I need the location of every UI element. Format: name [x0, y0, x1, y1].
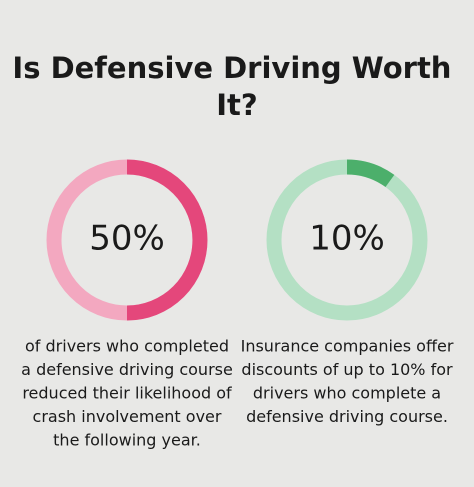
caption-line: reduced their likelihood of — [22, 384, 232, 403]
title-line: Is Defensive Driving Worth — [12, 51, 451, 85]
caption-line: Insurance companies offer — [241, 337, 454, 356]
center-value: 50% — [89, 219, 165, 259]
caption-line: crash involvement over — [33, 407, 222, 426]
donut-arc — [126, 159, 208, 321]
caption-line: the following year. — [53, 431, 201, 450]
caption-line: drivers who complete a — [253, 384, 441, 403]
title-line: It? — [216, 88, 257, 122]
caption-line: discounts of up to 10% for — [241, 360, 453, 379]
center-value: 10% — [309, 219, 385, 259]
caption-line: defensive driving course. — [246, 407, 448, 426]
title: Is Defensive Driving Worth It? — [12, 51, 461, 122]
caption-line: a defensive driving course — [21, 360, 233, 379]
donut-arc — [346, 159, 395, 188]
caption-line: of drivers who completed — [25, 337, 229, 356]
